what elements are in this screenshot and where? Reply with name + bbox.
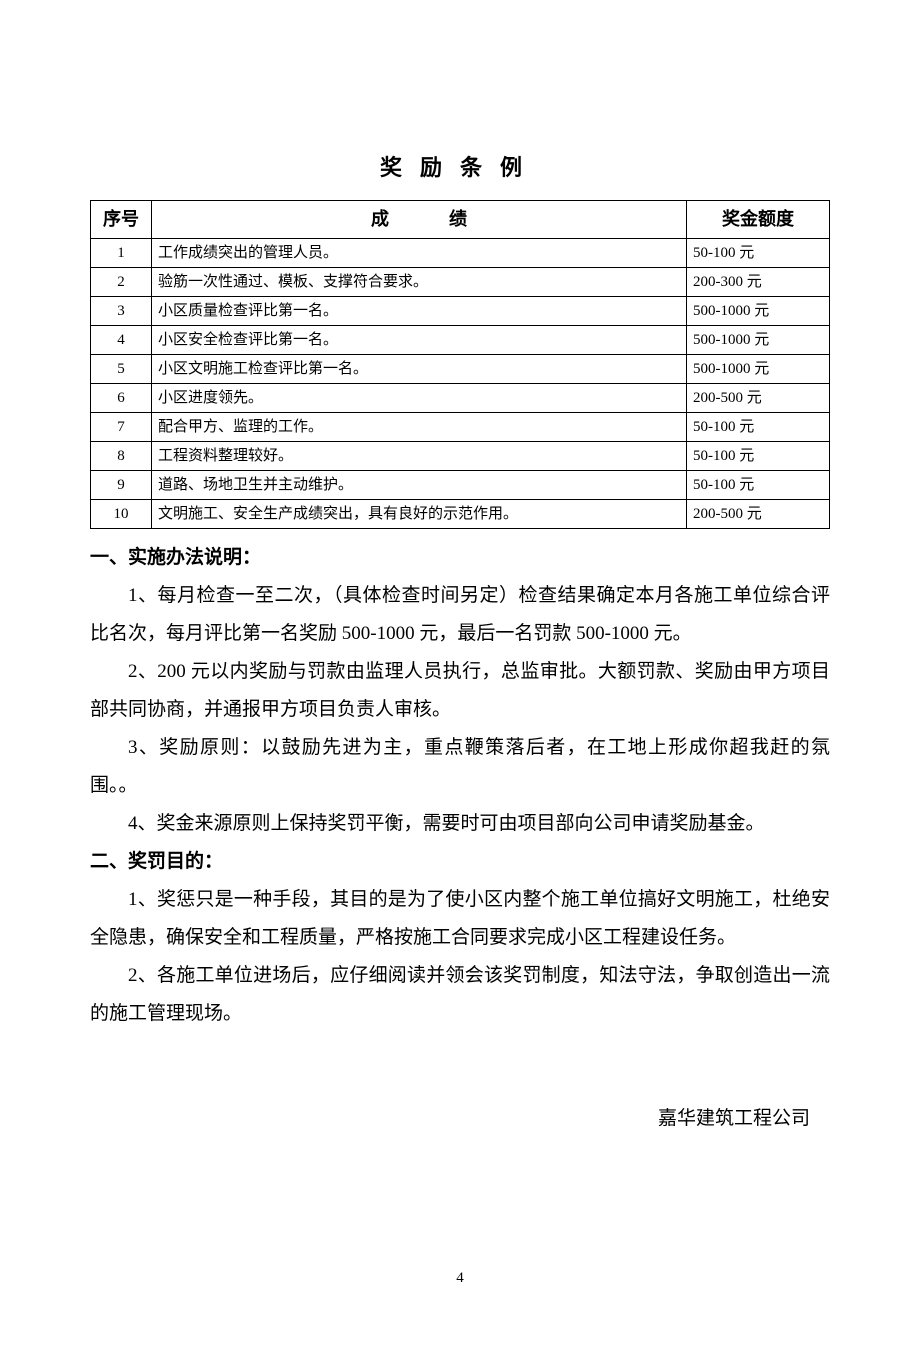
page-number: 4 — [90, 1270, 830, 1287]
cell-achv: 工程资料整理较好。 — [152, 441, 687, 470]
cell-achv: 小区进度领先。 — [152, 383, 687, 412]
header-achievement: 成绩 — [152, 201, 687, 239]
cell-index: 7 — [91, 412, 152, 441]
cell-achv: 道路、场地卫生并主动维护。 — [152, 470, 687, 499]
section1-p4: 4、奖金来源原则上保持奖罚平衡，需要时可由项目部向公司申请奖励基金。 — [90, 805, 830, 843]
section1-heading: 一、实施办法说明： — [90, 539, 830, 577]
table-row: 6 小区进度领先。 200-500 元 — [91, 383, 830, 412]
cell-achv: 验筋一次性通过、模板、支撑符合要求。 — [152, 267, 687, 296]
table-header-row: 序号 成绩 奖金额度 — [91, 201, 830, 239]
header-amount: 奖金额度 — [687, 201, 830, 239]
cell-index: 5 — [91, 354, 152, 383]
table-row: 3 小区质量检查评比第一名。 500-1000 元 — [91, 296, 830, 325]
cell-amount: 200-500 元 — [687, 499, 830, 528]
cell-achv: 小区质量检查评比第一名。 — [152, 296, 687, 325]
section1-p2: 2、200 元以内奖励与罚款由监理人员执行，总监审批。大额罚款、奖励由甲方项目部… — [90, 653, 830, 729]
table-row: 7 配合甲方、监理的工作。 50-100 元 — [91, 412, 830, 441]
table-row: 1 工作成绩突出的管理人员。 50-100 元 — [91, 238, 830, 267]
signature: 嘉华建筑工程公司 — [90, 1103, 810, 1130]
section1-p3: 3、奖励原则：以鼓励先进为主，重点鞭策落后者，在工地上形成你超我赶的氛围。。 — [90, 729, 830, 805]
table-row: 4 小区安全检查评比第一名。 500-1000 元 — [91, 325, 830, 354]
cell-amount: 50-100 元 — [687, 412, 830, 441]
cell-achv: 小区文明施工检查评比第一名。 — [152, 354, 687, 383]
table-row: 8 工程资料整理较好。 50-100 元 — [91, 441, 830, 470]
cell-amount: 500-1000 元 — [687, 296, 830, 325]
cell-achv: 小区安全检查评比第一名。 — [152, 325, 687, 354]
cell-index: 2 — [91, 267, 152, 296]
cell-index: 9 — [91, 470, 152, 499]
cell-index: 4 — [91, 325, 152, 354]
cell-index: 6 — [91, 383, 152, 412]
document-page: 奖励条例 序号 成绩 奖金额度 1 工作成绩突出的管理人员。 50-100 元 … — [0, 0, 920, 1347]
table-row: 10 文明施工、安全生产成绩突出，具有良好的示范作用。 200-500 元 — [91, 499, 830, 528]
cell-achv: 工作成绩突出的管理人员。 — [152, 238, 687, 267]
cell-index: 8 — [91, 441, 152, 470]
table-row: 2 验筋一次性通过、模板、支撑符合要求。 200-300 元 — [91, 267, 830, 296]
header-index: 序号 — [91, 201, 152, 239]
cell-amount: 50-100 元 — [687, 441, 830, 470]
section2-p1: 1、奖惩只是一种手段，其目的是为了使小区内整个施工单位搞好文明施工，杜绝安全隐患… — [90, 881, 830, 957]
cell-amount: 200-300 元 — [687, 267, 830, 296]
cell-amount: 500-1000 元 — [687, 325, 830, 354]
cell-amount: 200-500 元 — [687, 383, 830, 412]
cell-amount: 50-100 元 — [687, 238, 830, 267]
cell-index: 10 — [91, 499, 152, 528]
cell-index: 3 — [91, 296, 152, 325]
section2-heading: 二、奖罚目的： — [90, 843, 830, 881]
cell-achv: 文明施工、安全生产成绩突出，具有良好的示范作用。 — [152, 499, 687, 528]
table-row: 5 小区文明施工检查评比第一名。 500-1000 元 — [91, 354, 830, 383]
cell-index: 1 — [91, 238, 152, 267]
cell-achv: 配合甲方、监理的工作。 — [152, 412, 687, 441]
cell-amount: 500-1000 元 — [687, 354, 830, 383]
reward-table: 序号 成绩 奖金额度 1 工作成绩突出的管理人员。 50-100 元 2 验筋一… — [90, 200, 830, 529]
table-row: 9 道路、场地卫生并主动维护。 50-100 元 — [91, 470, 830, 499]
section1-p1: 1、每月检查一至二次，（具体检查时间另定）检查结果确定本月各施工单位综合评比名次… — [90, 577, 830, 653]
cell-amount: 50-100 元 — [687, 470, 830, 499]
document-title: 奖励条例 — [90, 150, 830, 182]
section2-p2: 2、各施工单位进场后，应仔细阅读并领会该奖罚制度，知法守法，争取创造出一流的施工… — [90, 957, 830, 1033]
